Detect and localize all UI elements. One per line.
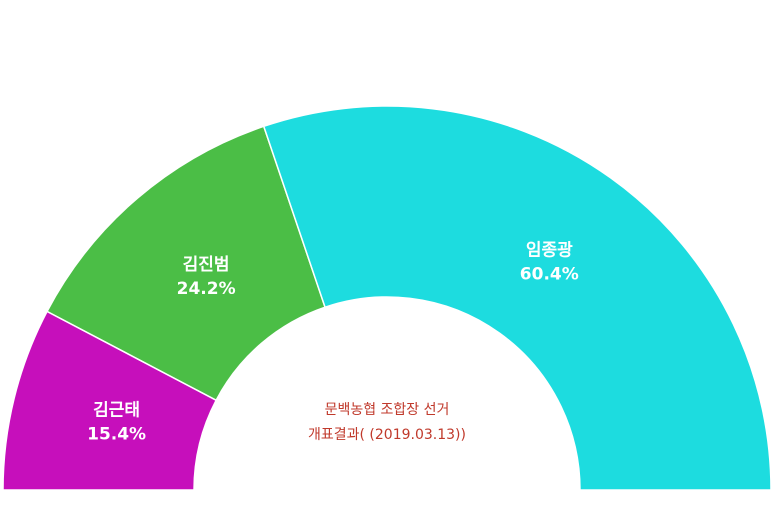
slice-name-label-1: 김근태 (93, 400, 140, 420)
slice-3 (262, 105, 772, 491)
slice-name-label-2: 김진범 (183, 255, 230, 275)
slice-value-label-1: 15.4% (87, 424, 146, 444)
slice-2 (46, 125, 327, 402)
chart-labels: 김근태 15.4% 김진범 24.2% 임종광 60.4% (87, 240, 579, 445)
center-title-line-2: 개표결과( (2019.03.13)) (308, 427, 466, 443)
slice-name-label-3: 임종광 (526, 240, 573, 261)
slice-value-label-3: 60.4% (520, 265, 579, 285)
chart-slices (2, 105, 772, 491)
slice-value-label-2: 24.2% (177, 279, 236, 299)
center-title-line-1: 문백농협 조합장 선거 (325, 402, 450, 418)
